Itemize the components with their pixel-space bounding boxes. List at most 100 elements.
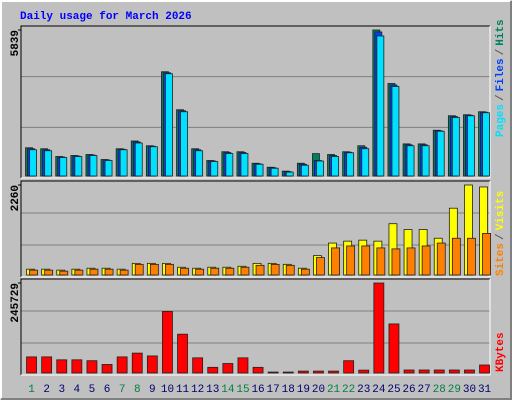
x-tick-label: 31 bbox=[478, 384, 492, 396]
x-tick-label: 24 bbox=[372, 384, 386, 396]
x-tick-label: 19 bbox=[297, 384, 310, 396]
bar bbox=[467, 237, 476, 276]
x-tick-label: 5 bbox=[89, 384, 96, 396]
bar bbox=[116, 356, 128, 374]
x-tick-label: 7 bbox=[119, 384, 126, 396]
bar bbox=[225, 153, 234, 177]
bar bbox=[267, 371, 279, 374]
x-tick-label: 1 bbox=[28, 384, 35, 396]
legend-entry: Visits bbox=[495, 191, 507, 231]
bar bbox=[482, 112, 490, 177]
legend-separator: / bbox=[495, 94, 507, 101]
bar bbox=[149, 146, 158, 177]
x-tick-label: 4 bbox=[74, 384, 81, 396]
bar bbox=[180, 111, 188, 177]
bar bbox=[149, 263, 159, 276]
bar bbox=[89, 155, 98, 177]
bar bbox=[331, 156, 339, 177]
legend-entry: Pages bbox=[495, 104, 507, 137]
bar bbox=[376, 247, 386, 276]
panel-border-light bbox=[21, 26, 491, 179]
bar bbox=[146, 355, 158, 374]
bar bbox=[285, 264, 295, 276]
x-tick-label: 14 bbox=[221, 384, 235, 396]
bar bbox=[388, 323, 400, 374]
bar bbox=[207, 366, 219, 374]
x-tick-label: 9 bbox=[149, 384, 156, 396]
bar bbox=[343, 360, 355, 374]
bar bbox=[104, 160, 113, 177]
bar bbox=[436, 242, 446, 276]
y-tick-label: 5839 bbox=[10, 30, 22, 56]
bar bbox=[89, 268, 99, 276]
bar bbox=[451, 237, 461, 276]
x-tick-label: 3 bbox=[58, 384, 65, 396]
x-tick-label: 8 bbox=[134, 384, 141, 396]
legend-entry: Hits bbox=[495, 19, 507, 45]
x-tick-label: 29 bbox=[448, 384, 461, 396]
bar bbox=[421, 245, 431, 276]
bar bbox=[421, 145, 430, 177]
bar bbox=[346, 245, 356, 276]
bar bbox=[464, 369, 475, 374]
x-tick-label: 17 bbox=[267, 384, 280, 396]
panel-border-dark bbox=[20, 180, 490, 277]
bar bbox=[328, 370, 339, 374]
panel-border-light bbox=[21, 181, 491, 278]
bar bbox=[436, 130, 445, 177]
x-tick-label: 26 bbox=[402, 384, 415, 396]
x-tick-label: 15 bbox=[236, 384, 249, 396]
x-tick-label: 25 bbox=[387, 384, 400, 396]
bar bbox=[331, 247, 340, 276]
legend-entry: Files bbox=[495, 58, 507, 91]
bar bbox=[479, 364, 490, 374]
bar bbox=[119, 149, 128, 177]
panel-border-dark bbox=[20, 25, 490, 178]
bar bbox=[316, 160, 324, 177]
bar bbox=[162, 311, 173, 374]
bar bbox=[240, 153, 249, 177]
bar bbox=[346, 152, 355, 177]
legend-separator: / bbox=[495, 233, 507, 240]
panel-border-dark bbox=[20, 278, 490, 375]
x-tick-label: 22 bbox=[342, 384, 355, 396]
x-tick-label: 12 bbox=[191, 384, 204, 396]
x-tick-label: 27 bbox=[418, 384, 431, 396]
bar bbox=[104, 268, 114, 276]
bar bbox=[44, 269, 54, 276]
bar bbox=[26, 356, 37, 374]
bar bbox=[406, 247, 416, 276]
bar bbox=[285, 171, 294, 177]
bar bbox=[74, 269, 84, 276]
bar bbox=[300, 164, 309, 177]
bar bbox=[131, 352, 143, 374]
x-tick-label: 2 bbox=[43, 384, 50, 396]
x-tick-label: 23 bbox=[357, 384, 370, 396]
bar bbox=[165, 73, 173, 177]
bar bbox=[192, 357, 204, 374]
bar bbox=[240, 266, 250, 276]
x-tick-label: 10 bbox=[161, 384, 174, 396]
bar bbox=[448, 369, 460, 374]
y-tick-label: 2260 bbox=[10, 185, 22, 211]
bar bbox=[180, 267, 189, 276]
bar bbox=[451, 117, 460, 177]
bar bbox=[71, 359, 83, 374]
bar bbox=[297, 370, 309, 374]
bar bbox=[255, 163, 264, 177]
bar bbox=[313, 370, 324, 374]
x-tick-label: 6 bbox=[104, 384, 111, 396]
bar bbox=[406, 145, 415, 177]
x-tick-label: 28 bbox=[433, 384, 446, 396]
bar bbox=[376, 35, 385, 177]
bar bbox=[177, 333, 188, 374]
bar bbox=[195, 150, 204, 177]
bar bbox=[391, 86, 400, 177]
bar bbox=[270, 263, 280, 276]
bar bbox=[29, 149, 37, 177]
bar bbox=[86, 360, 98, 374]
panel-border-light bbox=[21, 279, 491, 376]
bar bbox=[56, 359, 68, 374]
